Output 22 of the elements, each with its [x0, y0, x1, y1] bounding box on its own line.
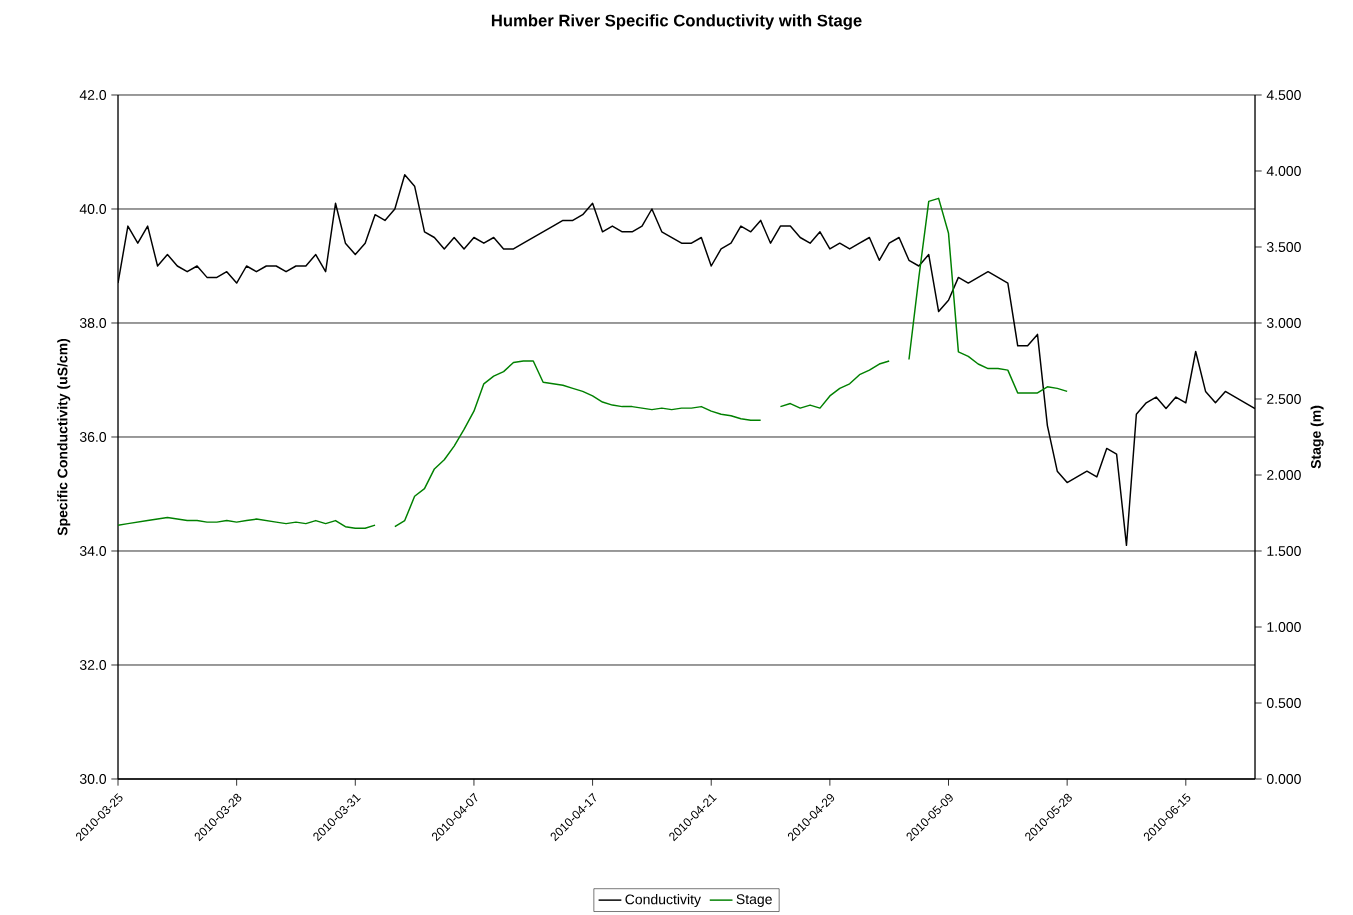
legend-label: Conductivity: [625, 894, 701, 908]
y2-axis-title: Stage (m): [1310, 405, 1324, 469]
y2-tick-label: 3.000: [1266, 318, 1301, 328]
legend-label: Stage: [736, 894, 772, 907]
y-tick-label: 30.0: [79, 774, 107, 784]
y2-tick-label: 0.000: [1266, 774, 1301, 784]
y-tick-label: 40.0: [79, 204, 107, 214]
y2-tick-label: 3.500: [1266, 242, 1301, 252]
y2-tick-label: 2.000: [1267, 470, 1301, 480]
y2-tick-label: 1.000: [1267, 622, 1301, 632]
chart-title: Humber River Specific Conductivity with Stage: [491, 14, 862, 30]
y-tick-label: 34.0: [79, 546, 107, 556]
y2-tick-label: 2.500: [1267, 394, 1301, 404]
y-tick-label: 42.0: [79, 90, 107, 100]
y-axis-title: Specific Conductivity (uS/cm): [57, 338, 71, 536]
y-tick-label: 36.0: [79, 432, 107, 442]
y2-tick-label: 4.000: [1266, 166, 1301, 176]
y-tick-label: 32.0: [79, 660, 107, 670]
y2-tick-label: 1.500: [1267, 546, 1301, 556]
y-tick-label: 38.0: [79, 318, 107, 328]
y2-tick-label: 0.500: [1266, 698, 1301, 708]
y2-tick-label: 4.500: [1266, 90, 1301, 100]
